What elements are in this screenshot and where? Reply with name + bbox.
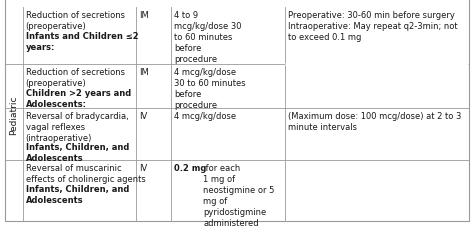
Text: Reduction of secretions
(preoperative): Reduction of secretions (preoperative): [26, 11, 125, 31]
Text: 0.2 mg: 0.2 mg: [174, 163, 207, 172]
Text: 4 mcg/kg/dose: 4 mcg/kg/dose: [174, 111, 236, 120]
Text: (Maximum dose: 100 mcg/dose) at 2 to 3
minute intervals: (Maximum dose: 100 mcg/dose) at 2 to 3 m…: [288, 111, 461, 131]
Text: IM: IM: [139, 11, 149, 20]
Text: Pediatric: Pediatric: [9, 95, 18, 134]
Text: IV: IV: [139, 111, 147, 120]
Text: 4 mcg/kg/dose
30 to 60 minutes
before
procedure: 4 mcg/kg/dose 30 to 60 minutes before pr…: [174, 68, 246, 110]
Text: IV: IV: [139, 163, 147, 172]
Text: for each
1 mg of
neostigmine or 5
mg of
pyridostigmine
administered: for each 1 mg of neostigmine or 5 mg of …: [203, 163, 274, 228]
Text: Infants and Children ≤2
years:: Infants and Children ≤2 years:: [26, 32, 138, 52]
Text: Children >2 years and
Adolescents:: Children >2 years and Adolescents:: [26, 88, 131, 108]
Text: Reversal of muscarinic
effects of cholinergic agents: Reversal of muscarinic effects of cholin…: [26, 163, 146, 183]
Text: Preoperative: 30-60 min before surgery
Intraoperative: May repeat q2-3min; not
t: Preoperative: 30-60 min before surgery I…: [288, 11, 457, 42]
Text: Infants, Children, and
Adolescents: Infants, Children, and Adolescents: [26, 184, 129, 204]
Text: Reversal of bradycardia,
vagal reflexes
(intraoperative): Reversal of bradycardia, vagal reflexes …: [26, 111, 128, 142]
Text: Infants, Children, and
Adolescents: Infants, Children, and Adolescents: [26, 142, 129, 163]
Text: Reduction of secretions
(preoperative): Reduction of secretions (preoperative): [26, 68, 125, 88]
Text: IM: IM: [139, 68, 149, 76]
Text: 4 to 9
mcg/kg/dose 30
to 60 minutes
before
procedure: 4 to 9 mcg/kg/dose 30 to 60 minutes befo…: [174, 11, 242, 64]
